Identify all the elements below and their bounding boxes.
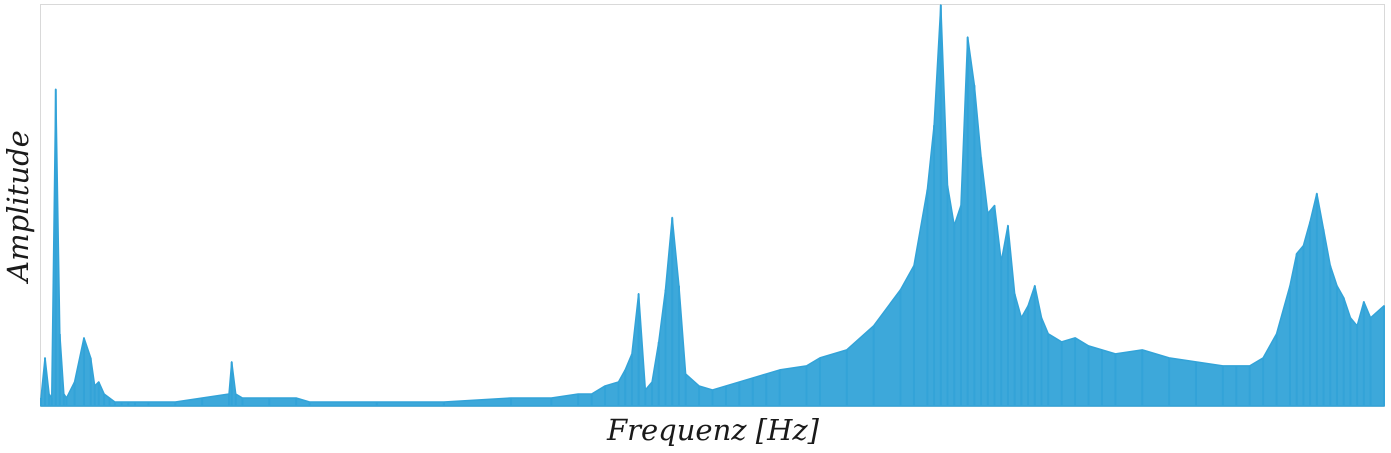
x-axis-label: Frequenz [Hz] xyxy=(606,413,820,447)
spectrum-series xyxy=(40,4,1385,407)
plot-frame xyxy=(40,4,1385,407)
y-axis-label: Amplitude xyxy=(1,130,35,285)
